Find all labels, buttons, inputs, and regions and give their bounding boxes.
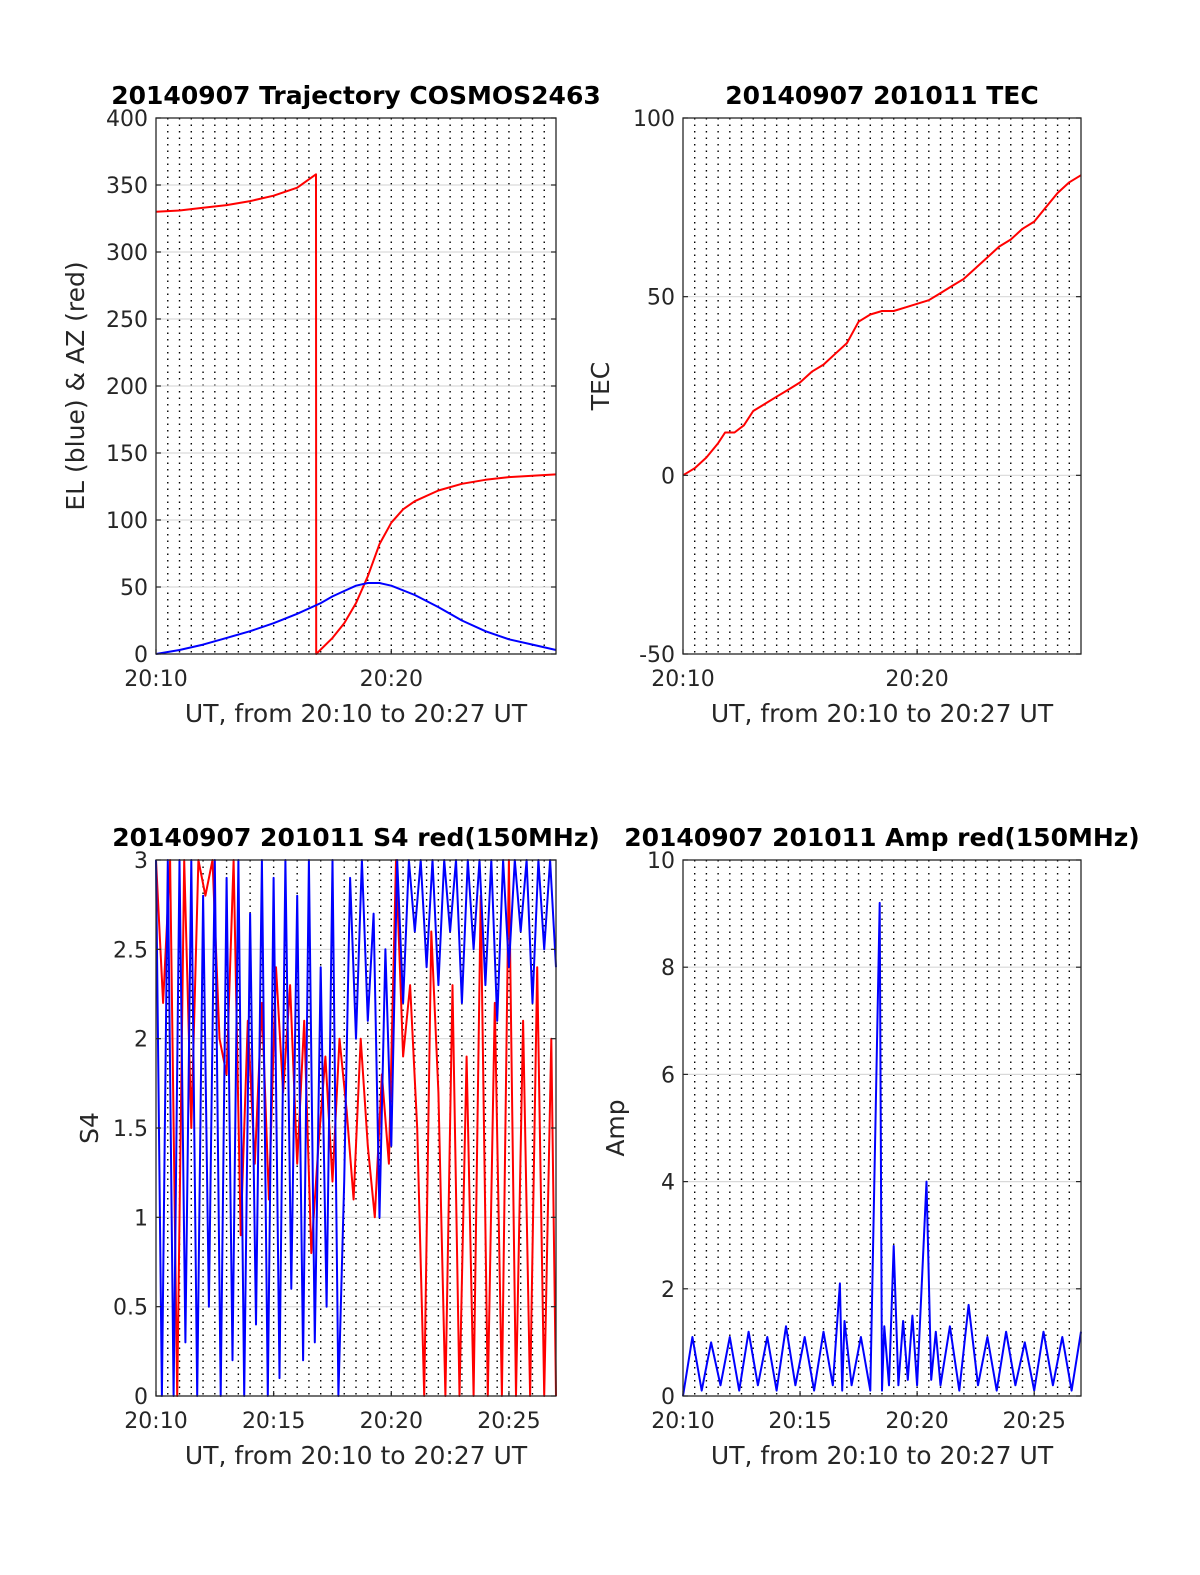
- y-tick-label: 3: [134, 849, 148, 874]
- y-tick-label: 4: [661, 1171, 675, 1196]
- trajectory-title: 20140907 Trajectory COSMOS2463: [111, 81, 601, 110]
- x-tick-label: 20:20: [885, 667, 948, 692]
- y-tick-label: 2.5: [113, 938, 148, 963]
- x-tick-label: 20:10: [124, 667, 187, 692]
- amp-title: 20140907 201011 Amp red(150MHz): [624, 823, 1140, 852]
- y-tick-label: 2: [134, 1028, 148, 1053]
- y-tick-label: 0: [661, 1385, 675, 1410]
- s4-series-1: [155, 859, 557, 1397]
- tec-xlabel: UT, from 20:10 to 20:27 UT: [711, 699, 1054, 728]
- y-tick-label: 250: [106, 308, 148, 333]
- amp-series-0: [682, 901, 1082, 1397]
- amp-panel: 20140907 201011 Amp red(150MHz) 0 2 4 6 8 10 2…: [601, 823, 1140, 1470]
- y-tick-label: -50: [639, 643, 675, 668]
- x-tick-label: 20:10: [124, 1409, 187, 1434]
- amp-ylabel: Amp: [601, 1099, 630, 1156]
- y-tick-label: 400: [106, 107, 148, 132]
- y-tick-label: 300: [106, 241, 148, 266]
- y-tick-label: 8: [661, 956, 675, 981]
- y-tick-label: 0: [134, 643, 148, 668]
- y-tick-label: 100: [633, 107, 675, 132]
- x-tick-label: 20:10: [651, 667, 714, 692]
- trajectory-series-0: [155, 173, 557, 655]
- y-tick-label: 50: [647, 286, 675, 311]
- x-tick-label: 20:15: [768, 1409, 831, 1434]
- y-tick-label: 0: [134, 1385, 148, 1410]
- y-tick-label: 6: [661, 1063, 675, 1088]
- tec-series-0: [682, 174, 1082, 477]
- tec-ylabel: TEC: [586, 362, 615, 412]
- y-tick-label: 1: [134, 1206, 148, 1231]
- s4-xlabel: UT, from 20:10 to 20:27 UT: [185, 1441, 528, 1470]
- tec-title: 20140907 201011 TEC: [725, 81, 1038, 110]
- trajectory-series-1: [155, 582, 557, 655]
- trajectory-ylabel: EL (blue) & AZ (red): [61, 261, 90, 510]
- x-tick-label: 20:20: [360, 667, 423, 692]
- y-tick-label: 2: [661, 1278, 675, 1303]
- s4-title: 20140907 201011 S4 red(150MHz): [112, 823, 600, 852]
- x-tick-label: 20:15: [242, 1409, 305, 1434]
- y-tick-label: 0.5: [113, 1296, 148, 1321]
- trajectory-xlabel: UT, from 20:10 to 20:27 UT: [185, 699, 528, 728]
- x-tick-label: 20:10: [651, 1409, 714, 1434]
- x-tick-label: 20:25: [477, 1409, 540, 1434]
- y-tick-label: 0: [661, 464, 675, 489]
- x-tick-label: 20:20: [360, 1409, 423, 1434]
- s4-ylabel: S4: [75, 1112, 104, 1144]
- x-tick-label: 20:20: [885, 1409, 948, 1434]
- y-tick-label: 100: [106, 509, 148, 534]
- amp-xlabel: UT, from 20:10 to 20:27 UT: [711, 1441, 1054, 1470]
- s4-panel: 20140907 201011 S4 red(150MHz) 0 0.5 1 1.5 2…: [75, 823, 600, 1470]
- y-tick-label: 10: [647, 849, 675, 874]
- x-tick-label: 20:25: [1002, 1409, 1065, 1434]
- y-tick-label: 200: [106, 375, 148, 400]
- y-tick-label: 50: [120, 576, 148, 601]
- y-tick-label: 350: [106, 174, 148, 199]
- y-tick-label: 150: [106, 442, 148, 467]
- trajectory-panel: 20140907 Trajectory COSMOS2463 0 50 100 150…: [61, 81, 601, 728]
- s4-series-0: [155, 859, 557, 1397]
- y-tick-label: 1.5: [113, 1117, 148, 1142]
